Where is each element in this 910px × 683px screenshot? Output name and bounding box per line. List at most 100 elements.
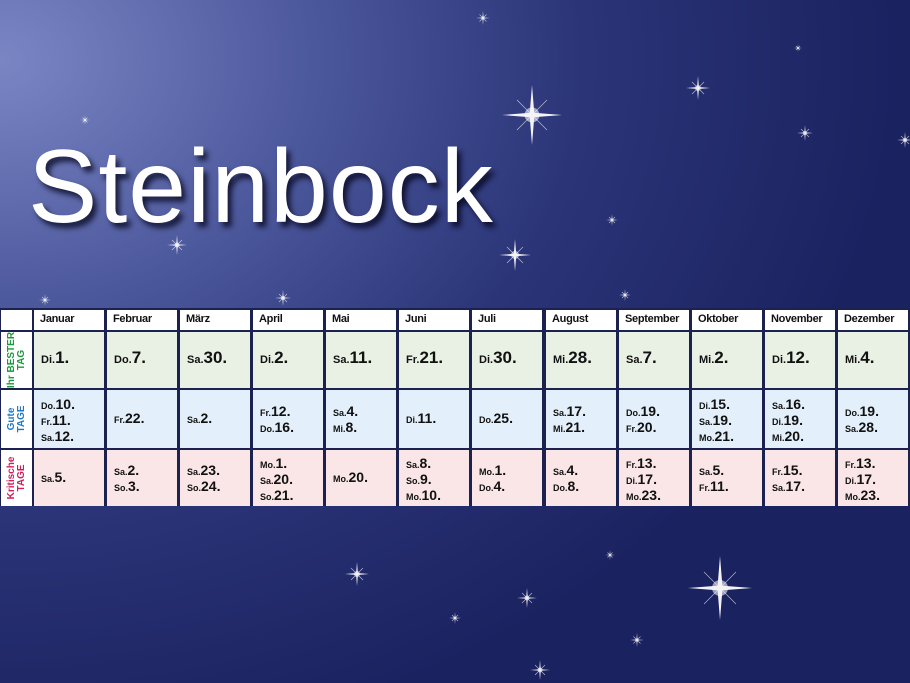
row-label-crit: Kritische TAGE [1, 450, 32, 506]
star-icon [897, 132, 910, 148]
good-days-cell: Fr.12. Do.16. [253, 390, 323, 448]
day-entry: Sa.2. [114, 462, 140, 478]
day-entry: Sa.8. [406, 455, 432, 471]
day-entry: Sa.7. [626, 348, 657, 367]
crit-days-cell: Fr.15. Sa.17. [765, 450, 835, 506]
crit-days-cell: Sa.5. [34, 450, 104, 506]
day-entry: Di.11. [406, 410, 437, 426]
month-header: September [619, 310, 689, 330]
month-header: August [546, 310, 616, 330]
crit-days-cell: Sa.23. So.24. [180, 450, 250, 506]
day-entry: Mo.10. [406, 487, 441, 503]
star-icon [630, 633, 644, 647]
row-label-hdr [1, 310, 32, 330]
day-entry: Mi.20. [772, 428, 804, 444]
month-header: Mai [326, 310, 396, 330]
best-days-cell: Mi.2. [692, 332, 762, 388]
month-header: März [180, 310, 250, 330]
day-entry: Fr.11. [699, 478, 729, 494]
month-header: Februar [107, 310, 177, 330]
day-entry: Do.19. [626, 403, 660, 419]
day-entry: Fr.12. [260, 403, 291, 419]
day-entry: Sa.23. [187, 462, 220, 478]
row-label-good: Gute TAGE [1, 390, 32, 448]
day-entry: So.24. [187, 478, 221, 494]
calendar-table: Ihr BESTER TAG Gute TAGE Kritische TAGE Januar… [0, 308, 910, 506]
day-entry: Do.7. [114, 348, 146, 367]
good-days-cell: Do.10. Fr.11. Sa.12. [34, 390, 104, 448]
star-icon [619, 289, 631, 301]
day-entry: Mo.1. [479, 462, 507, 478]
row-label-best: Ihr BESTER TAG [1, 332, 32, 388]
good-days-cell: Sa.2. [180, 390, 250, 448]
star-icon [606, 214, 618, 226]
good-days-cell: Do.19. Sa.28. [838, 390, 908, 448]
day-entry: Do.10. [41, 396, 75, 412]
crit-days-cell: Sa.5. Fr.11. [692, 450, 762, 506]
month-header: Oktober [692, 310, 762, 330]
star-icon [275, 290, 291, 306]
day-entry: Di.30. [479, 348, 517, 367]
star-icon [530, 660, 550, 680]
day-entry: Fr.13. [845, 455, 876, 471]
star-icon [517, 588, 537, 608]
day-entry: Do.16. [260, 419, 294, 435]
day-entry: Mo.21. [699, 428, 734, 444]
star-icon [39, 294, 51, 306]
star-icon [686, 76, 710, 100]
best-days-cell: Fr.21. [399, 332, 469, 388]
page-title: Steinbock [28, 129, 494, 245]
day-entry: Do.19. [845, 403, 879, 419]
day-entry: Sa.5. [699, 462, 725, 478]
day-entry: Sa.5. [41, 469, 67, 485]
star-icon [605, 550, 615, 560]
good-days-cell: Do.25. [472, 390, 542, 448]
day-entry: Sa.2. [187, 410, 213, 426]
crit-days-cell: Fr.13. Di.17. Mo.23. [619, 450, 689, 506]
good-days-cell: Di.11. [399, 390, 469, 448]
day-entry: Sa.19. [699, 412, 732, 428]
day-entry: Mi.2. [699, 348, 729, 367]
day-entry: Mo.20. [333, 469, 368, 485]
star-icon [797, 125, 813, 141]
star-icon [449, 612, 461, 624]
day-entry: Fr.15. [772, 462, 803, 478]
day-entry: Di.15. [699, 396, 730, 412]
day-entry: Di.2. [260, 348, 289, 367]
star-icon [688, 556, 752, 620]
day-entry: Sa.17. [553, 403, 586, 419]
day-entry: Mo.23. [626, 487, 661, 503]
best-days-cell: Do.7. [107, 332, 177, 388]
day-entry: Sa.17. [772, 478, 805, 494]
day-entry: Sa.16. [772, 396, 805, 412]
star-icon [476, 11, 490, 25]
month-header: Dezember [838, 310, 908, 330]
day-entry: Fr.21. [406, 348, 444, 367]
good-days-cell: Sa.4. Mi.8. [326, 390, 396, 448]
day-entry: Sa.11. [333, 348, 373, 367]
good-days-cell: Do.19. Fr.20. [619, 390, 689, 448]
star-icon [794, 44, 802, 52]
month-header: Juni [399, 310, 469, 330]
day-entry: Do.8. [553, 478, 580, 494]
crit-days-cell: Mo.20. [326, 450, 396, 506]
day-entry: Mi.28. [553, 348, 592, 367]
day-entry: Di.17. [845, 471, 876, 487]
day-entry: Mi.21. [553, 419, 585, 435]
crit-days-cell: Sa.8. So.9. Mo.10. [399, 450, 469, 506]
day-entry: Sa.28. [845, 419, 878, 435]
best-days-cell: Mi.28. [546, 332, 616, 388]
crit-days-cell: Mo.1. Sa.20. So.21. [253, 450, 323, 506]
best-days-cell: Mi.4. [838, 332, 908, 388]
good-days-cell: Sa.16. Di.19. Mi.20. [765, 390, 835, 448]
day-entry: Di.12. [772, 348, 810, 367]
day-entry: Di.19. [772, 412, 803, 428]
best-days-cell: Di.1. [34, 332, 104, 388]
month-header: April [253, 310, 323, 330]
best-days-cell: Di.30. [472, 332, 542, 388]
day-entry: Mi.4. [845, 348, 875, 367]
day-entry: Mo.23. [845, 487, 880, 503]
day-entry: So.21. [260, 487, 294, 503]
day-entry: Di.1. [41, 348, 70, 367]
crit-days-cell: Sa.2. So.3. [107, 450, 177, 506]
